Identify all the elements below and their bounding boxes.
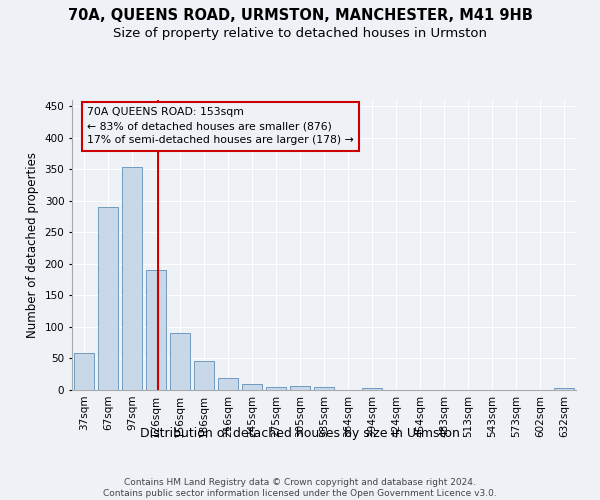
- Bar: [74, 353, 94, 390]
- Bar: [362, 388, 382, 390]
- Bar: [218, 378, 238, 390]
- Text: 70A QUEENS ROAD: 153sqm
← 83% of detached houses are smaller (876)
17% of semi-d: 70A QUEENS ROAD: 153sqm ← 83% of detache…: [87, 108, 354, 146]
- Bar: [194, 361, 214, 390]
- Bar: [266, 387, 286, 390]
- Text: Contains HM Land Registry data © Crown copyright and database right 2024.
Contai: Contains HM Land Registry data © Crown c…: [103, 478, 497, 498]
- Bar: [146, 270, 166, 390]
- Bar: [290, 386, 310, 390]
- Bar: [242, 384, 262, 390]
- Bar: [170, 332, 190, 390]
- Bar: [554, 388, 574, 390]
- Text: Size of property relative to detached houses in Urmston: Size of property relative to detached ho…: [113, 28, 487, 40]
- Bar: [98, 207, 118, 390]
- Y-axis label: Number of detached properties: Number of detached properties: [26, 152, 39, 338]
- Text: Distribution of detached houses by size in Urmston: Distribution of detached houses by size …: [140, 428, 460, 440]
- Text: 70A, QUEENS ROAD, URMSTON, MANCHESTER, M41 9HB: 70A, QUEENS ROAD, URMSTON, MANCHESTER, M…: [68, 8, 532, 22]
- Bar: [122, 167, 142, 390]
- Bar: [314, 387, 334, 390]
